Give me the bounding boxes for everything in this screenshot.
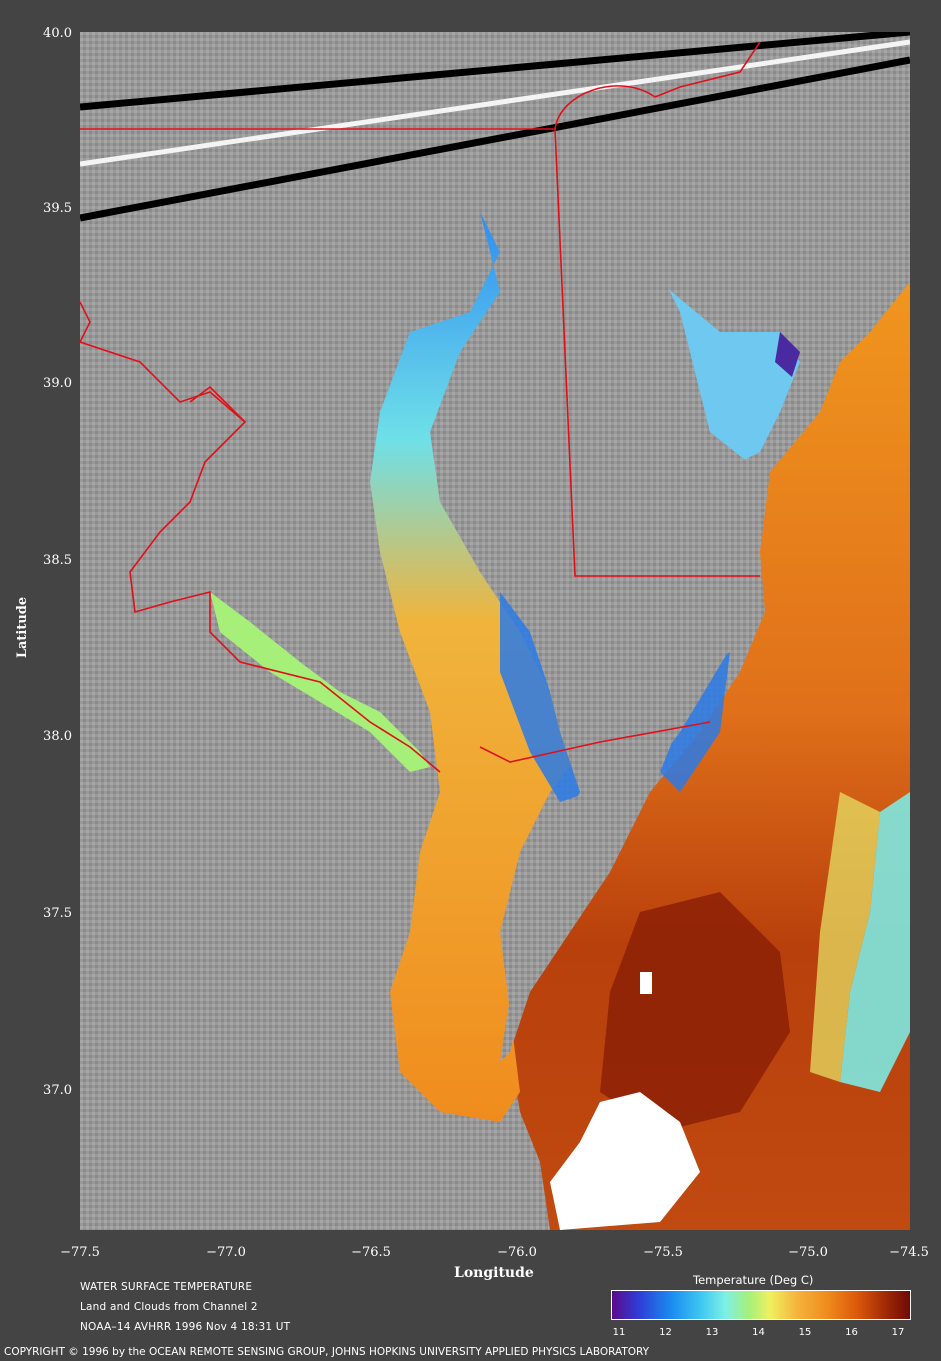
colorbar-title: Temperature (Deg C): [693, 1273, 814, 1287]
delmarva-peninsula: [490, 132, 760, 1062]
cool-water-patch: [840, 792, 910, 1092]
colorbar-tick-label: 13: [705, 1327, 719, 1338]
satellite-map: [80, 32, 910, 1230]
copyright-notice: COPYRIGHT © 1996 by the OCEAN REMOTE SEN…: [4, 1346, 650, 1358]
caption-title: WATER SURFACE TEMPERATURE: [80, 1281, 253, 1293]
scan-artifact: [80, 32, 910, 111]
caption-satellite: NOAA–14 AVHRR 1996 Nov 4 18:31 UT: [80, 1321, 291, 1333]
colorbar-tick-label: 12: [659, 1327, 672, 1338]
temperature-colorbar: [611, 1290, 911, 1320]
longitude-tick-label: −76.0: [497, 1245, 537, 1260]
scan-artifact: [80, 39, 910, 167]
colorbar-tick-label: 17: [891, 1327, 905, 1338]
colorbar-tick-label: 15: [798, 1327, 812, 1338]
longitude-tick-label: −74.5: [889, 1245, 929, 1260]
latitude-tick-label: 40.0: [43, 26, 72, 41]
latitude-tick-label: 39.5: [43, 201, 72, 216]
longitude-tick-label: −77.5: [60, 1245, 100, 1260]
chesapeake-bay: [370, 212, 580, 1122]
caption-subtitle: Land and Clouds from Channel 2: [80, 1301, 258, 1313]
colorbar-tick-label: 16: [845, 1327, 858, 1338]
cloud-patch: [550, 1092, 700, 1230]
sea-surface-temperature-image: [80, 32, 910, 1230]
warm-water-core: [600, 892, 790, 1132]
state-boundaries: [80, 41, 761, 773]
latitude-tick-label: 39.0: [43, 376, 72, 391]
latitude-tick-label: 38.0: [43, 729, 72, 744]
longitude-tick-label: −76.5: [351, 1245, 391, 1260]
colorbar-tick-label: 14: [752, 1327, 765, 1338]
scan-artifact: [80, 56, 910, 222]
longitude-tick-label: −75.0: [788, 1245, 828, 1260]
longitude-tick-label: −75.5: [643, 1245, 683, 1260]
latitude-tick-label: 38.5: [43, 553, 72, 568]
y-axis-label: Latitude: [15, 596, 31, 659]
longitude-tick-label: −77.0: [206, 1245, 246, 1260]
colorbar-tick-label: 11: [612, 1327, 626, 1338]
latitude-tick-label: 37.0: [43, 1083, 72, 1098]
latitude-tick-label: 37.5: [43, 906, 72, 921]
x-axis-label: Longitude: [454, 1265, 534, 1281]
